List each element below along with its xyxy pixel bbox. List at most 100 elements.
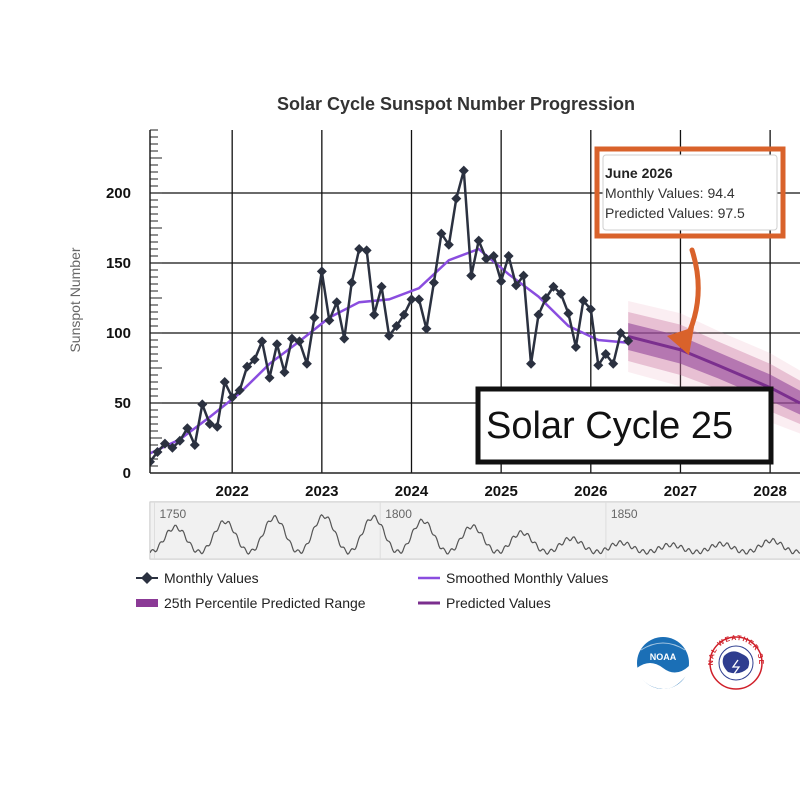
monthly-value-point	[384, 330, 395, 341]
smoothed-values-line	[150, 247, 629, 455]
x-tick-label: 2028	[753, 483, 786, 500]
chart-title: Solar Cycle Sunspot Number Progression	[277, 94, 635, 114]
legend-label-smoothed: Smoothed Monthly Values	[446, 570, 608, 586]
monthly-value-point	[548, 281, 559, 292]
navigator[interactable]: 1750 1800 1850	[149, 501, 800, 560]
monthly-value-point	[197, 399, 208, 410]
tooltip-date: June 2026	[605, 165, 673, 181]
monthly-value-point	[421, 323, 432, 334]
legend-item-predicted[interactable]: Predicted Values	[418, 595, 551, 611]
x-tick-label: 2023	[305, 483, 338, 500]
monthly-values-markers	[150, 165, 634, 467]
x-tick-label: 2027	[664, 483, 697, 500]
monthly-value-point	[428, 277, 439, 288]
legend-item-smoothed[interactable]: Smoothed Monthly Values	[418, 570, 608, 586]
monthly-value-point	[458, 165, 469, 176]
monthly-value-point	[563, 308, 574, 319]
x-tick-label: 2024	[395, 483, 429, 500]
monthly-value-point	[578, 295, 589, 306]
monthly-value-point	[361, 245, 372, 256]
monthly-value-point	[615, 328, 626, 338]
monthly-value-point	[570, 342, 581, 352]
monthly-value-point	[324, 315, 335, 326]
monthly-value-point	[518, 270, 529, 281]
monthly-value-point	[301, 358, 312, 369]
monthly-value-point	[443, 239, 454, 250]
y-axis-label: Sunspot Number	[67, 247, 83, 352]
monthly-value-point	[249, 354, 260, 365]
x-tick-label: 2026	[574, 483, 607, 500]
monthly-value-point	[257, 336, 268, 347]
navigator-tick-label: 1800	[385, 507, 412, 521]
y-minor-ticks	[150, 129, 162, 467]
monthly-value-point	[540, 293, 551, 303]
navigator-grid: 1750 1800 1850	[154, 502, 638, 559]
monthly-value-point	[376, 281, 387, 292]
legend-label-predicted: Predicted Values	[446, 595, 551, 611]
monthly-value-point	[466, 270, 477, 281]
tooltip-monthly: Monthly Values: 94.4	[605, 185, 735, 201]
navigator-selection[interactable]	[150, 502, 800, 559]
monthly-value-point	[174, 435, 185, 446]
monthly-value-point	[167, 442, 178, 453]
monthly-value-point	[309, 312, 320, 323]
monthly-value-point	[264, 372, 275, 383]
tooltip: June 2026 Monthly Values: 94.4 Predicted…	[594, 146, 786, 239]
tooltip-predicted: Predicted Values: 97.5	[605, 205, 745, 221]
monthly-value-point	[152, 447, 163, 457]
noaa-logo: NOAA	[637, 637, 689, 690]
legend: Monthly Values Smoothed Monthly Values 2…	[136, 570, 608, 611]
y-tick-labels: 0 50 100 150 200	[106, 185, 131, 482]
monthly-value-point	[204, 419, 215, 429]
legend-item-monthly-values[interactable]: Monthly Values	[136, 570, 259, 586]
navigator-tick-label: 1850	[611, 507, 638, 521]
monthly-value-point	[533, 309, 544, 320]
monthly-value-point	[354, 244, 365, 254]
monthly-value-point	[481, 253, 492, 264]
monthly-value-point	[593, 360, 604, 371]
monthly-value-point	[503, 251, 514, 261]
legend-label-monthly: Monthly Values	[164, 570, 259, 586]
y-tick-label: 200	[106, 185, 131, 202]
monthly-value-point	[585, 304, 596, 315]
tooltip-box	[602, 154, 778, 231]
x-tick-label: 2025	[484, 483, 517, 500]
monthly-value-point	[234, 385, 245, 396]
monthly-value-point	[473, 235, 484, 246]
x-tick-labels: 2022 2023 2024 2025 2026 2027 2028	[215, 483, 786, 500]
monthly-value-point	[511, 280, 522, 291]
monthly-value-point	[451, 193, 462, 204]
predicted-values-line	[627, 335, 800, 405]
monthly-value-point	[391, 321, 402, 331]
monthly-value-point	[272, 339, 283, 350]
y-tick-label: 150	[106, 255, 131, 272]
monthly-value-point	[413, 294, 424, 305]
monthly-value-point	[406, 294, 417, 305]
tooltip-outline	[594, 146, 786, 239]
monthly-value-point	[316, 266, 327, 277]
monthly-value-point	[369, 309, 380, 320]
monthly-value-point	[555, 288, 566, 299]
monthly-value-point	[436, 228, 447, 239]
navigator-tick-label: 1750	[160, 507, 187, 521]
monthly-value-point	[242, 361, 253, 372]
annotation-text: Solar Cycle 25	[486, 405, 733, 447]
x-tick-label: 2022	[215, 483, 248, 500]
monthly-value-point	[212, 421, 223, 432]
monthly-value-point	[608, 358, 619, 369]
monthly-value-point	[227, 392, 238, 403]
legend-label-range: 25th Percentile Predicted Range	[164, 595, 366, 611]
monthly-value-point	[496, 276, 507, 287]
monthly-value-point	[623, 335, 634, 346]
monthly-value-point	[346, 277, 357, 288]
monthly-value-point	[600, 349, 611, 359]
navigator-series-line	[150, 514, 800, 555]
monthly-value-point	[526, 358, 537, 369]
legend-item-percentile-range[interactable]: 25th Percentile Predicted Range	[136, 595, 366, 611]
noaa-logo-text: NOAA	[650, 652, 677, 662]
monthly-value-point	[159, 438, 170, 449]
monthly-value-point	[219, 377, 230, 387]
monthly-value-point	[339, 333, 350, 344]
y-tick-label: 50	[114, 395, 131, 412]
